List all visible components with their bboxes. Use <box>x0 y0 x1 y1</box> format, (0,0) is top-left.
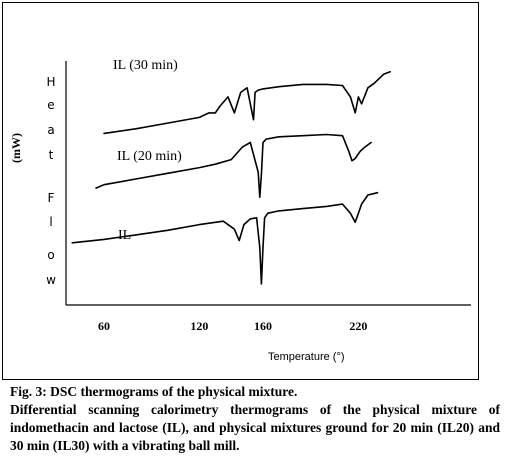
y-axis-title-letter: H <box>46 75 56 89</box>
y-axis-unit-label: (mW) <box>9 133 23 163</box>
chart-axes <box>65 61 471 306</box>
figure-panel: 60 120 160 220 IL (30 min) IL (20 min) IL (mW… <box>2 2 479 380</box>
x-tick-label: 220 <box>349 319 367 333</box>
series-line-1 <box>95 133 372 198</box>
figure-caption: Fig. 3: DSC thermograms of the physical … <box>10 383 500 455</box>
series-line-2 <box>71 191 379 285</box>
y-axis-title-letter: t <box>48 148 54 162</box>
dsc-chart: 60 120 160 220 IL (30 min) IL (20 min) IL <box>65 58 471 333</box>
y-axis-title-letter: l <box>49 215 53 229</box>
series-label-2: IL <box>118 228 131 243</box>
caption-title: Fig. 3: DSC thermograms of the physical … <box>10 384 298 399</box>
series-labels: IL (30 min) IL (20 min) IL <box>113 58 182 243</box>
y-axis-title-letter: o <box>47 248 55 262</box>
x-tick-labels: 60 120 160 220 <box>98 319 367 333</box>
y-axis-title-letter: F <box>47 191 55 205</box>
series-lines <box>71 71 392 285</box>
y-axis-title-letter: a <box>47 123 55 137</box>
x-axis-label: Temperature (°) <box>268 351 345 363</box>
y-axis-title-letter: e <box>47 98 55 112</box>
caption-body: Differential scanning calorimetry thermo… <box>10 402 500 453</box>
series-label-0: IL (30 min) <box>113 58 178 73</box>
x-tick-label: 60 <box>98 319 110 333</box>
x-tick-label: 160 <box>254 319 272 333</box>
y-axis-title-letter: w <box>46 273 56 287</box>
series-line-0 <box>103 71 392 135</box>
series-label-1: IL (20 min) <box>117 149 182 164</box>
x-tick-label: 120 <box>190 319 208 333</box>
